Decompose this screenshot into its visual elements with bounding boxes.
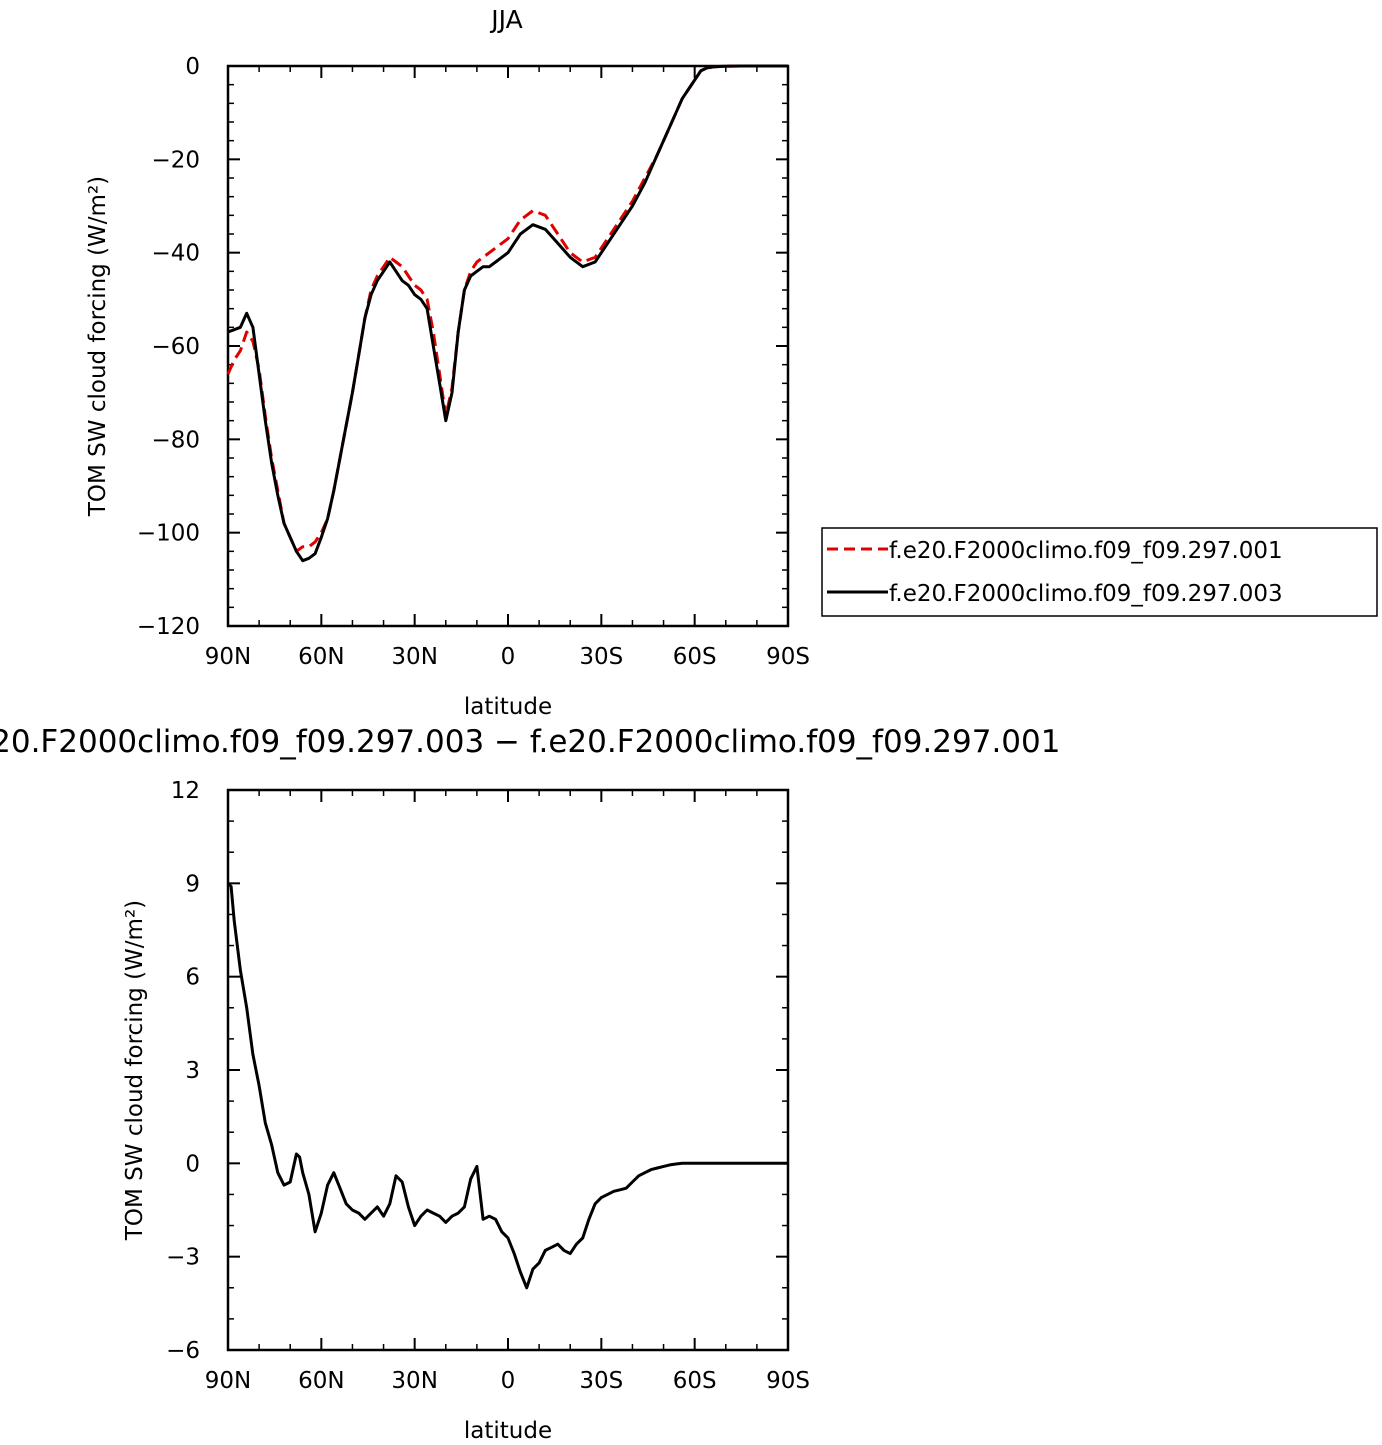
top-x-axis-label: latitude — [464, 694, 552, 720]
legend-box — [821, 527, 1378, 617]
top-title: JJA — [489, 5, 522, 34]
bottom-y-axis-label: TOM SW cloud forcing (W/m²) — [122, 900, 148, 1241]
bottom-x-tick-label: 60N — [298, 1368, 344, 1394]
top-panel: JJA 90N 60N 30N 0 30S 60S 90S 0 −20 −40 −60 −80 −100… — [85, 5, 1378, 720]
bottom-x-tick-label: 90N — [205, 1368, 251, 1394]
bottom-series-group — [226, 882, 788, 1290]
top-series-group — [226, 64, 788, 563]
bottom-y-tick-label: 3 — [185, 1058, 200, 1084]
top-x-tick-label: 90S — [766, 644, 810, 670]
bottom-panel: f.e20.F2000climo.f09_f09.297.003 − f.e20… — [0, 724, 1060, 1444]
legend-label-001: f.e20.F2000climo.f09_f09.297.001 — [889, 538, 1283, 564]
top-y-tick-label: −120 — [137, 614, 200, 640]
top-x-tick-label: 90N — [205, 644, 251, 670]
bottom-y-tick-label: 6 — [185, 965, 200, 991]
bottom-y-tick-label: 12 — [171, 778, 200, 804]
top-x-tick-label: 60N — [298, 644, 344, 670]
top-x-tick-label: 60S — [673, 644, 717, 670]
bottom-x-tick-label: 60S — [673, 1368, 717, 1394]
bottom-ticks: 90N 60N 30N 0 30S 60S 90S 12 9 6 3 0 −3 −6 — [166, 778, 810, 1394]
bottom-series-line-1 — [226, 882, 788, 1290]
bottom-x-tick-label: 30N — [391, 1368, 437, 1394]
top-ticks: 90N 60N 30N 0 30S 60S 90S 0 −20 −40 −60 −80 −100 −120 — [137, 54, 810, 670]
top-series-line-2 — [227, 64, 788, 563]
top-y-tick-label: 0 — [185, 54, 200, 80]
top-y-tick-label: −40 — [151, 241, 200, 267]
bottom-y-tick-label: −6 — [166, 1338, 200, 1364]
bottom-x-tick-label: 30S — [579, 1368, 623, 1394]
bottom-title: f.e20.F2000climo.f09_f09.297.003 − f.e20… — [0, 724, 1060, 760]
bottom-y-tick-label: −3 — [166, 1245, 200, 1271]
top-y-tick-label: −100 — [137, 521, 200, 547]
top-y-tick-label: −60 — [151, 334, 200, 360]
bottom-x-tick-label: 90S — [766, 1368, 810, 1394]
bottom-y-tick-label: 0 — [185, 1151, 200, 1177]
bottom-x-axis-label: latitude — [464, 1418, 552, 1444]
top-y-axis-label: TOM SW cloud forcing (W/m²) — [85, 176, 111, 517]
legend: f.e20.F2000climo.f09_f09.297.001 f.e20.F… — [821, 527, 1378, 617]
top-series-line-1 — [226, 64, 788, 553]
top-y-tick-label: −80 — [151, 427, 200, 453]
top-x-tick-label: 0 — [501, 644, 516, 670]
top-plot-frame — [226, 64, 790, 628]
top-y-tick-label: −20 — [151, 147, 200, 173]
top-x-tick-label: 30N — [391, 644, 437, 670]
legend-label-003: f.e20.F2000climo.f09_f09.297.003 — [889, 581, 1283, 607]
top-x-tick-label: 30S — [579, 644, 623, 670]
bottom-x-tick-label: 0 — [501, 1368, 516, 1394]
bottom-y-tick-label: 9 — [185, 871, 200, 897]
bottom-plot-frame — [226, 788, 790, 1352]
